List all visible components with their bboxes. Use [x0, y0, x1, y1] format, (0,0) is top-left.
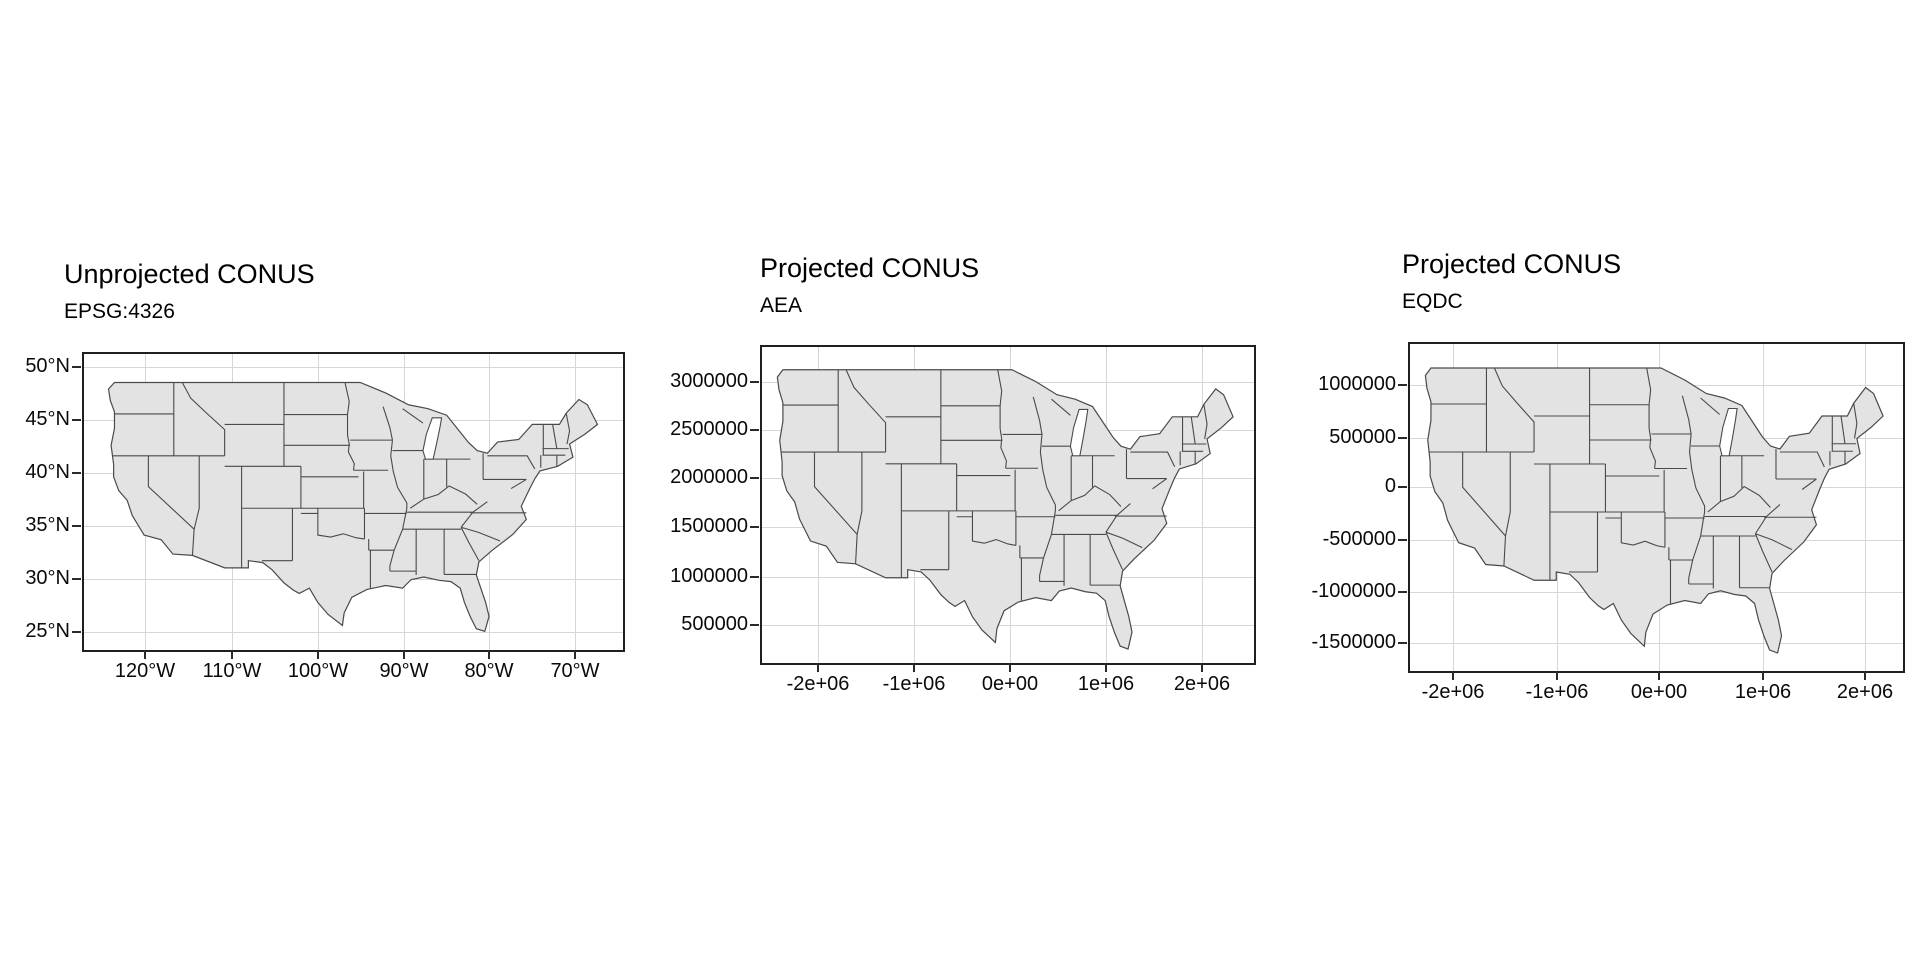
axis-tick — [574, 650, 576, 659]
axis-tick — [750, 381, 759, 383]
axis-tick-label: 50°N — [25, 355, 70, 377]
axis-tick-label: -2e+06 — [786, 673, 850, 695]
axis-tick-label: 35°N — [25, 514, 70, 536]
axis-tick — [1556, 671, 1558, 680]
axis-tick — [144, 650, 146, 659]
axis-tick-label: 2000000 — [670, 466, 748, 488]
grid-line — [1202, 347, 1203, 663]
axis-tick — [317, 650, 319, 659]
axis-tick — [1398, 437, 1407, 439]
axis-tick-label: 30°N — [25, 567, 70, 589]
axis-tick — [1398, 539, 1407, 541]
axis-tick-label: 0e+00 — [981, 673, 1039, 695]
grid-line — [762, 625, 1254, 626]
axis-tick — [1864, 671, 1866, 680]
axis-tick-label: -1e+06 — [882, 673, 946, 695]
axis-tick-label: 2500000 — [670, 418, 748, 440]
axis-tick — [750, 576, 759, 578]
axis-tick-label: 1000000 — [670, 565, 748, 587]
axis-tick-label: -1000000 — [1311, 580, 1396, 602]
axis-tick — [231, 650, 233, 659]
plot-area-aea: 3000000 2500000 2000000 1500000 1000000 50000… — [670, 345, 1256, 695]
axis-tick — [72, 525, 81, 527]
panel-header-epsg4326: Unprojected CONUS EPSG:4326 — [64, 258, 315, 324]
axis-tick-label: 1e+06 — [1734, 681, 1792, 703]
axis-tick-label: 100°W — [287, 660, 349, 682]
axis-tick-label: 2e+06 — [1173, 673, 1231, 695]
grid-line — [1410, 643, 1903, 644]
axis-tick — [750, 477, 759, 479]
axis-tick — [1452, 671, 1454, 680]
axis-tick — [72, 472, 81, 474]
axis-tick-label: 120°W — [114, 660, 176, 682]
axis-tick-label: -1e+06 — [1525, 681, 1589, 703]
axis-tick — [1201, 663, 1203, 672]
panel-subtitle: EQDC — [1402, 290, 1463, 313]
axis-tick — [817, 663, 819, 672]
axis-tick-label: 500000 — [681, 613, 748, 635]
panel-title: Projected CONUS — [1402, 249, 1622, 279]
axis-tick-label: 70°W — [550, 660, 600, 682]
axis-tick — [72, 578, 81, 580]
axis-tick — [1398, 591, 1407, 593]
plot-area-epsg4326: 50°N 45°N 40°N 35°N 30°N 25°N 120°W 110°W 100°W 9… — [25, 352, 625, 682]
axis-tick — [1009, 663, 1011, 672]
axis-tick-label: 2e+06 — [1836, 681, 1894, 703]
grid-line — [1865, 344, 1866, 671]
axis-tick-label: 1000000 — [1318, 373, 1396, 395]
axis-tick — [1762, 671, 1764, 680]
conus-map — [1424, 367, 1884, 654]
axis-tick — [1105, 663, 1107, 672]
axis-tick-label: 3000000 — [670, 370, 748, 392]
panel-header-aea: Projected CONUS AEA — [760, 252, 979, 318]
axis-tick-label: -1500000 — [1311, 631, 1396, 653]
axis-tick-label: 25°N — [25, 620, 70, 642]
axis-tick — [750, 624, 759, 626]
axis-tick-label: 40°N — [25, 461, 70, 483]
axis-tick-label: 80°W — [464, 660, 514, 682]
axis-tick-label: 45°N — [25, 408, 70, 430]
grid-line — [575, 354, 576, 650]
panel-title: Unprojected CONUS — [64, 259, 315, 289]
axis-tick — [72, 366, 81, 368]
axis-tick — [1658, 671, 1660, 680]
plot-area-eqdc: 1000000 500000 0 -500000 -1000000 -1500000 -2e… — [1311, 342, 1905, 703]
axis-tick-label: 0 — [1384, 475, 1396, 497]
axis-tick-label: 1e+06 — [1077, 673, 1135, 695]
axis-tick — [1398, 384, 1407, 386]
panel-title: Projected CONUS — [760, 253, 980, 283]
axis-tick-label: 110°W — [202, 660, 262, 682]
axis-tick — [72, 419, 81, 421]
axis-tick-label: 90°W — [379, 660, 429, 682]
axis-tick — [403, 650, 405, 659]
conus-map — [108, 381, 599, 632]
panel-subtitle: AEA — [760, 294, 803, 317]
axis-tick — [1398, 642, 1407, 644]
grid-line — [84, 367, 623, 368]
conus-map — [776, 369, 1234, 650]
axis-tick-label: 0e+00 — [1630, 681, 1688, 703]
panel-header-eqdc: Projected CONUS EQDC — [1402, 248, 1621, 314]
axis-tick — [1398, 486, 1407, 488]
axis-tick — [913, 663, 915, 672]
axis-tick — [750, 526, 759, 528]
axis-tick — [72, 631, 81, 633]
axis-tick — [750, 429, 759, 431]
grid-line — [84, 632, 623, 633]
axis-tick-label: -2e+06 — [1421, 681, 1485, 703]
axis-tick-label: 1500000 — [670, 515, 748, 537]
axis-tick — [488, 650, 490, 659]
axis-tick-label: 500000 — [1329, 426, 1396, 448]
panel-subtitle: EPSG:4326 — [64, 300, 175, 323]
axis-tick-label: -500000 — [1322, 528, 1396, 550]
